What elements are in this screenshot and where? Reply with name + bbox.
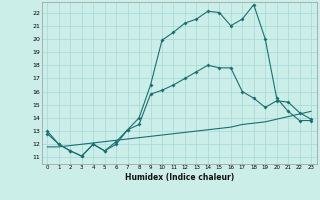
X-axis label: Humidex (Indice chaleur): Humidex (Indice chaleur): [124, 173, 234, 182]
